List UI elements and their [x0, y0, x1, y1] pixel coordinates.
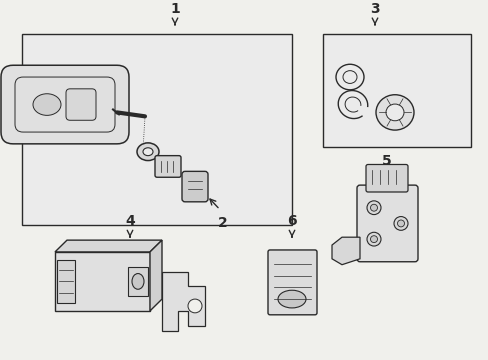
Polygon shape	[331, 237, 359, 265]
Circle shape	[393, 217, 407, 230]
FancyBboxPatch shape	[66, 89, 96, 120]
Ellipse shape	[142, 148, 153, 156]
Bar	[57, 260, 75, 303]
Bar	[128, 267, 148, 296]
Circle shape	[397, 220, 404, 227]
Ellipse shape	[33, 94, 61, 115]
Ellipse shape	[278, 290, 305, 308]
Ellipse shape	[342, 71, 356, 84]
Ellipse shape	[375, 95, 413, 130]
Text: 5: 5	[381, 154, 391, 168]
Text: 2: 2	[218, 216, 227, 230]
Circle shape	[370, 236, 377, 243]
Circle shape	[366, 201, 380, 215]
FancyBboxPatch shape	[155, 156, 181, 177]
Text: 4: 4	[125, 214, 135, 228]
FancyBboxPatch shape	[267, 250, 316, 315]
Polygon shape	[162, 271, 204, 330]
Bar	[55, 252, 150, 311]
Text: 6: 6	[286, 214, 296, 228]
Text: 3: 3	[369, 2, 379, 16]
Text: 1: 1	[170, 2, 180, 16]
Ellipse shape	[137, 143, 159, 161]
Polygon shape	[55, 240, 162, 252]
Bar	[22, 34, 291, 225]
Polygon shape	[150, 240, 162, 311]
Circle shape	[370, 204, 377, 211]
Circle shape	[366, 232, 380, 246]
FancyBboxPatch shape	[182, 171, 207, 202]
FancyBboxPatch shape	[365, 165, 407, 192]
Bar	[323, 34, 470, 147]
Ellipse shape	[385, 104, 403, 121]
Ellipse shape	[132, 274, 143, 289]
Ellipse shape	[187, 299, 202, 313]
FancyBboxPatch shape	[1, 65, 129, 144]
FancyBboxPatch shape	[356, 185, 417, 262]
